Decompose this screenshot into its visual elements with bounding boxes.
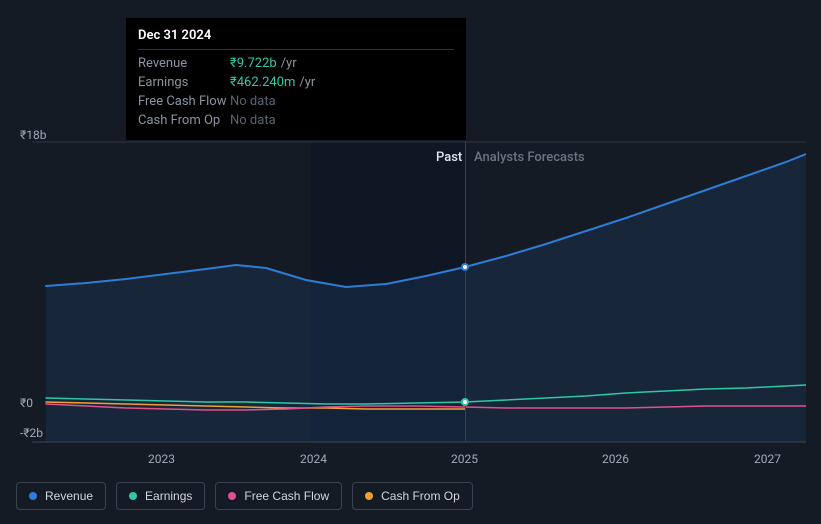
tooltip: Dec 31 2024 Revenue₹9.722b/yrEarnings₹46…	[126, 18, 466, 140]
legend-item-revenue[interactable]: Revenue	[16, 482, 106, 510]
legend-dot-icon	[365, 492, 373, 500]
legend-item-cfo[interactable]: Cash From Op	[352, 482, 473, 510]
tooltip-date: Dec 31 2024	[138, 28, 454, 50]
x-axis-label: 2023	[148, 452, 175, 466]
y-axis-label: ₹0	[20, 396, 33, 410]
legend-label: Cash From Op	[381, 489, 460, 503]
legend-dot-icon	[228, 492, 236, 500]
y-axis-label: ₹18b	[20, 128, 46, 142]
tooltip-row-value: ₹462.240m	[230, 75, 295, 90]
x-axis-label: 2026	[602, 452, 629, 466]
chart-svg	[16, 126, 806, 446]
tooltip-row-label: Earnings	[138, 75, 230, 90]
x-axis-label: 2024	[300, 452, 327, 466]
legend-label: Earnings	[145, 489, 192, 503]
tooltip-row: Earnings₹462.240m/yr	[138, 73, 454, 92]
tooltip-row: Free Cash FlowNo data	[138, 92, 454, 111]
current-date-line	[465, 142, 466, 442]
past-label: Past	[436, 150, 462, 165]
legend-item-fcf[interactable]: Free Cash Flow	[215, 482, 342, 510]
chart-marker	[461, 263, 469, 271]
tooltip-row-unit: /yr	[281, 56, 297, 71]
legend-dot-icon	[29, 492, 37, 500]
legend: Revenue Earnings Free Cash Flow Cash From O…	[16, 482, 473, 510]
legend-label: Revenue	[45, 489, 93, 503]
legend-item-earnings[interactable]: Earnings	[116, 482, 205, 510]
tooltip-row-label: Free Cash Flow	[138, 94, 230, 109]
chart-marker	[461, 398, 469, 406]
tooltip-row: Revenue₹9.722b/yr	[138, 54, 454, 73]
forecast-label: Analysts Forecasts	[474, 150, 585, 165]
x-axis-label: 2025	[451, 452, 478, 466]
y-axis-label: -₹2b	[20, 426, 43, 440]
legend-dot-icon	[129, 492, 137, 500]
tooltip-row-unit: /yr	[299, 75, 315, 90]
legend-label: Free Cash Flow	[244, 489, 329, 503]
tooltip-row-label: Cash From Op	[138, 113, 230, 128]
chart-area: ₹18b₹0-₹2b 20232024202520262027 Past Ana…	[16, 126, 806, 446]
tooltip-row: Cash From OpNo data	[138, 111, 454, 130]
tooltip-row-nodata: No data	[230, 94, 276, 109]
tooltip-row-label: Revenue	[138, 56, 230, 71]
tooltip-row-value: ₹9.722b	[230, 56, 277, 71]
x-axis-label: 2027	[754, 452, 781, 466]
tooltip-row-nodata: No data	[230, 113, 276, 128]
